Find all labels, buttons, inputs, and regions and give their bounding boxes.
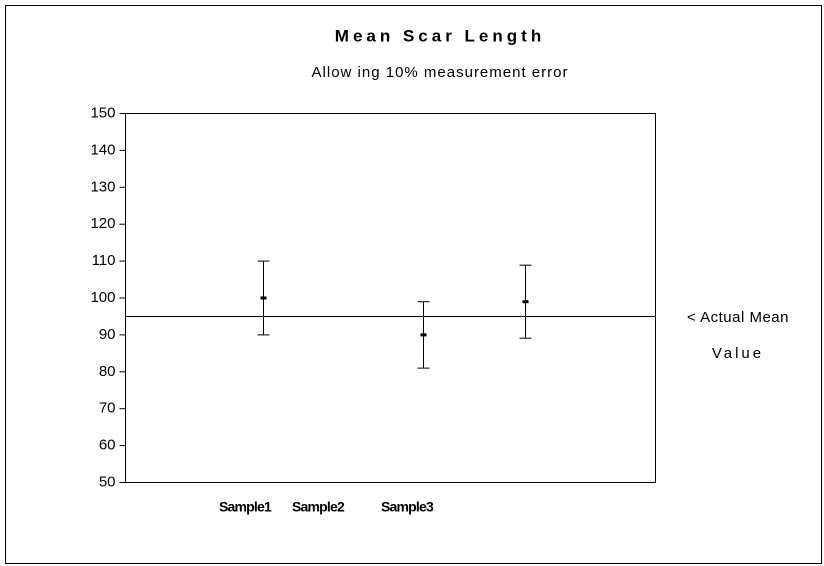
y-tick-label: 70 — [99, 400, 116, 417]
x-tick-label: Sample3 — [381, 499, 434, 515]
y-tick-label: 150 — [90, 104, 115, 121]
mean-marker — [260, 296, 267, 300]
mean-marker — [522, 300, 529, 304]
x-tick-label: Sample2 — [292, 499, 345, 515]
chart-title: Mean Scar Length — [335, 26, 545, 45]
mean-marker — [420, 333, 427, 337]
chart-subtitle: Allow ing 10% measurement error — [312, 64, 569, 81]
y-tick-label: 60 — [99, 437, 116, 454]
reference-label: < Actual Mean — [687, 309, 789, 326]
y-tick-label: 100 — [90, 289, 115, 306]
y-tick-label: 120 — [90, 215, 115, 232]
y-tick-label: 90 — [99, 326, 116, 343]
y-tick-label: 50 — [99, 473, 116, 490]
plot-area — [125, 113, 656, 483]
y-tick-label: 130 — [90, 178, 115, 195]
y-tick-label: 110 — [92, 252, 116, 269]
x-tick-label: Sample1 — [219, 499, 272, 515]
y-tick-label: 140 — [90, 141, 115, 158]
reference-label: Value — [712, 345, 764, 362]
y-tick-label: 80 — [99, 363, 116, 380]
